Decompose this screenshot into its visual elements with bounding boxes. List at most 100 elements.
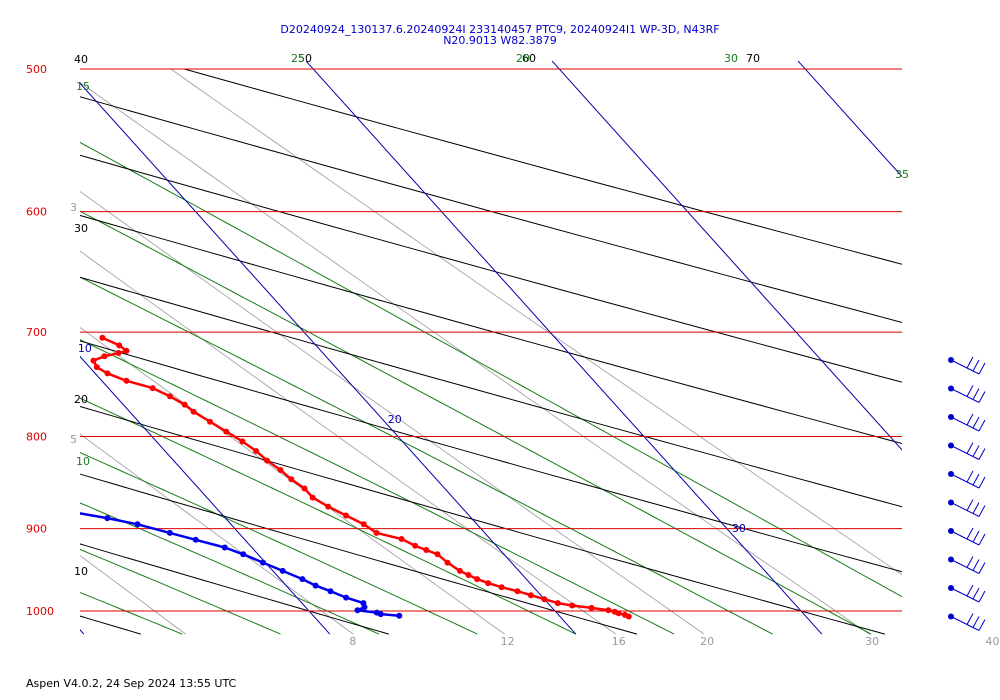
isotherm xyxy=(80,629,85,635)
moist-adiabat-label: 30 xyxy=(724,52,738,65)
wind-barb-feather xyxy=(972,502,980,514)
sounding-profiles xyxy=(8,334,632,620)
dry-adiabat xyxy=(80,473,638,635)
wind-barb-staff xyxy=(950,587,980,603)
wind-barb xyxy=(948,470,986,489)
temperature-point xyxy=(456,567,463,574)
wind-barb xyxy=(948,413,986,432)
mixing-ratio-line xyxy=(80,433,354,635)
wind-barb-feather xyxy=(972,587,980,600)
wind-barb-feather xyxy=(978,476,986,489)
wind-barb-feather xyxy=(972,559,980,571)
pressure-tick-label: 600 xyxy=(26,206,47,219)
wind-barb-feather xyxy=(966,470,974,483)
temperature-point xyxy=(605,607,612,614)
wind-barb-feather xyxy=(966,556,974,568)
wind-barb-feather xyxy=(978,590,986,603)
dewpoint-point xyxy=(134,521,141,528)
isotherm xyxy=(551,60,902,451)
dry-adiabat-label: 60 xyxy=(522,52,536,65)
mixing-ratio-label: 8 xyxy=(349,635,356,648)
mixing-ratio-label: 3 xyxy=(70,201,77,214)
wind-barb xyxy=(948,527,986,546)
dewpoint-point xyxy=(166,529,173,536)
wind-barb-feather xyxy=(972,445,980,457)
wind-barb-feather xyxy=(966,527,974,540)
wind-barb xyxy=(948,499,986,517)
wind-barb-feather xyxy=(966,499,974,511)
dewpoint-point xyxy=(279,567,286,574)
dewpoint-point xyxy=(221,544,228,551)
wind-barb-feather xyxy=(978,391,986,403)
moist-adiabat xyxy=(80,210,872,635)
mixing-ratio-label: 16 xyxy=(612,635,626,648)
wind-barb-staff xyxy=(950,388,980,403)
chart-labels: 5006007008009001000-10010203035812162030… xyxy=(26,52,999,648)
wind-barb-feather xyxy=(972,530,980,543)
wind-barb xyxy=(948,356,986,375)
wind-barb-feather xyxy=(972,416,980,429)
isotherm-label: 10 xyxy=(78,342,92,355)
temperature-point xyxy=(444,559,451,566)
temperature-point xyxy=(253,448,260,454)
dewpoint-point xyxy=(8,359,14,365)
dewpoint-point xyxy=(343,594,350,601)
dewpoint-point xyxy=(312,582,319,589)
temperature-point xyxy=(498,584,505,591)
wind-barb-staff xyxy=(950,616,980,631)
temperature-point xyxy=(434,551,441,558)
temperature-point xyxy=(465,572,472,578)
temperature-point xyxy=(90,357,97,364)
dewpoint-profile-line xyxy=(80,512,400,617)
wind-barb-staff xyxy=(950,530,980,546)
moist-adiabat xyxy=(80,141,902,598)
wind-barb-feather xyxy=(966,385,974,397)
moist-adiabat xyxy=(80,397,577,635)
wind-barb-feather xyxy=(972,473,980,486)
temperature-point xyxy=(611,608,618,615)
temperature-point xyxy=(123,347,130,354)
temperature-point xyxy=(554,600,561,607)
temperature-point xyxy=(167,393,173,400)
dry-adiabat xyxy=(184,68,902,265)
mixing-ratio-line xyxy=(80,250,617,635)
mixing-ratio-label: 40 xyxy=(985,635,999,648)
wind-barb-staff xyxy=(950,445,980,460)
temperature-point xyxy=(115,350,122,356)
dry-adiabat xyxy=(80,543,390,635)
dry-adiabat-label: 70 xyxy=(746,52,760,65)
dewpoint-point xyxy=(240,551,247,558)
dewpoint-point xyxy=(33,373,39,379)
temperature-point xyxy=(116,342,123,349)
temperature-point xyxy=(309,494,316,501)
wind-barb-feather xyxy=(978,533,986,546)
temperature-point xyxy=(149,385,156,392)
dry-adiabat-label: 10 xyxy=(74,565,88,578)
temperature-point xyxy=(207,418,213,425)
dry-adiabat xyxy=(80,405,886,635)
dry-adiabat xyxy=(80,340,902,573)
temperature-point xyxy=(190,408,197,415)
wind-barb-feather xyxy=(966,442,974,454)
wind-barb-staff xyxy=(950,416,980,432)
temperature-point xyxy=(541,596,548,603)
mixing-ratio-line xyxy=(80,190,705,635)
pressure-tick-label: 500 xyxy=(26,63,47,76)
dewpoint-point xyxy=(24,499,30,505)
pressure-tick-label: 700 xyxy=(26,326,47,339)
chart-grid xyxy=(80,60,902,635)
moist-adiabat-label: 10 xyxy=(76,455,90,468)
wind-barb xyxy=(948,442,986,460)
dewpoint-point xyxy=(104,515,111,522)
temperature-point xyxy=(569,602,576,609)
dry-adiabat xyxy=(80,214,902,445)
temperature-point xyxy=(343,512,349,519)
temperature-point xyxy=(423,547,430,553)
chart-title: D20240924_130137.6.20240924I 233140457 P… xyxy=(280,23,720,36)
temperature-point xyxy=(398,536,405,542)
temperature-point xyxy=(104,370,111,377)
temperature-point xyxy=(93,364,100,371)
dewpoint-point xyxy=(299,576,306,583)
temperature-point xyxy=(223,428,230,435)
